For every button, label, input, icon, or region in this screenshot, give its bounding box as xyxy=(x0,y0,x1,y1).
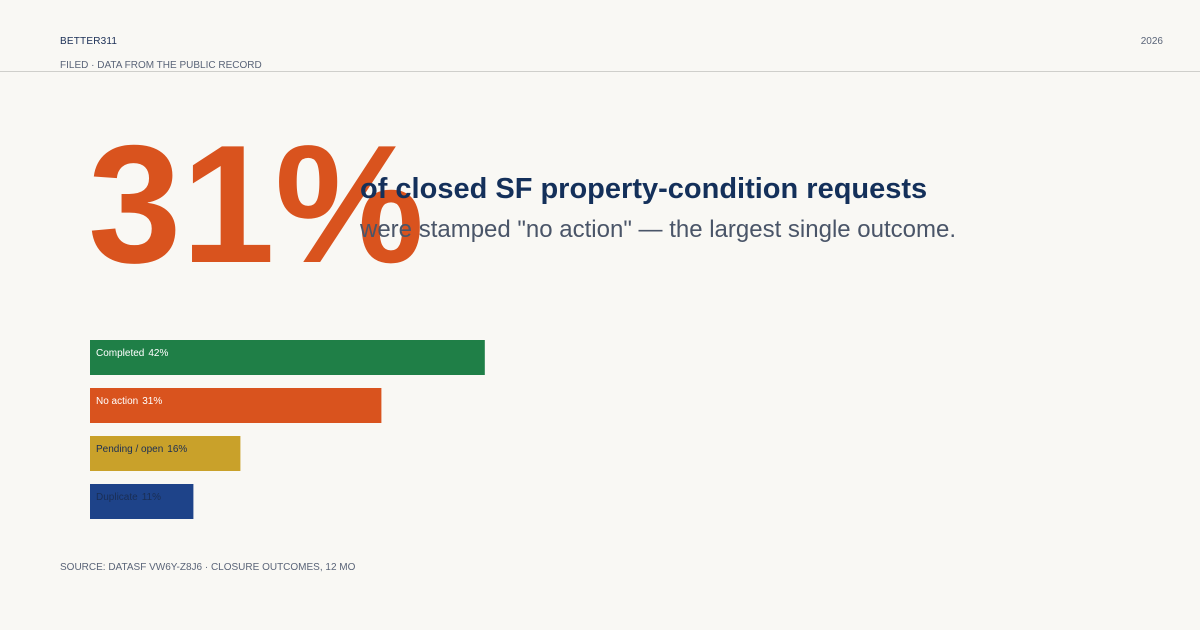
category-label: No action xyxy=(96,396,138,407)
year: 2026 xyxy=(1141,36,1164,47)
category-label: Completed xyxy=(96,348,144,359)
bar xyxy=(90,388,382,423)
bar xyxy=(90,340,485,375)
headline-line2: were stamped "no action" — the largest s… xyxy=(359,216,956,243)
category-label: Duplicate xyxy=(96,492,138,503)
headline-line1: of closed SF property-condition requests xyxy=(360,173,927,205)
bar xyxy=(90,436,241,471)
value-label: 11% xyxy=(142,492,161,503)
bar xyxy=(90,484,194,519)
brand: BETTER311 xyxy=(60,36,117,47)
bar-label: Completed 42% xyxy=(96,348,168,359)
bar-label: No action 31% xyxy=(96,396,162,407)
bar-label: Pending / open 16% xyxy=(96,444,187,455)
value-label: 31% xyxy=(142,396,162,407)
source: SOURCE: DATASF VW6Y-Z8J6 · CLOSURE OUTCO… xyxy=(60,562,356,573)
headline-stat: 31% xyxy=(88,110,424,298)
bar-chart: Completed 42% No action 31% Pending / open 16… xyxy=(90,340,485,519)
value-label: 16% xyxy=(167,444,187,455)
category-label: Pending / open xyxy=(96,444,163,455)
value-label: 42% xyxy=(148,348,168,359)
bar-label: Duplicate 11% xyxy=(96,492,161,503)
filed-note: FILED · DATA FROM THE PUBLIC RECORD xyxy=(60,60,262,71)
